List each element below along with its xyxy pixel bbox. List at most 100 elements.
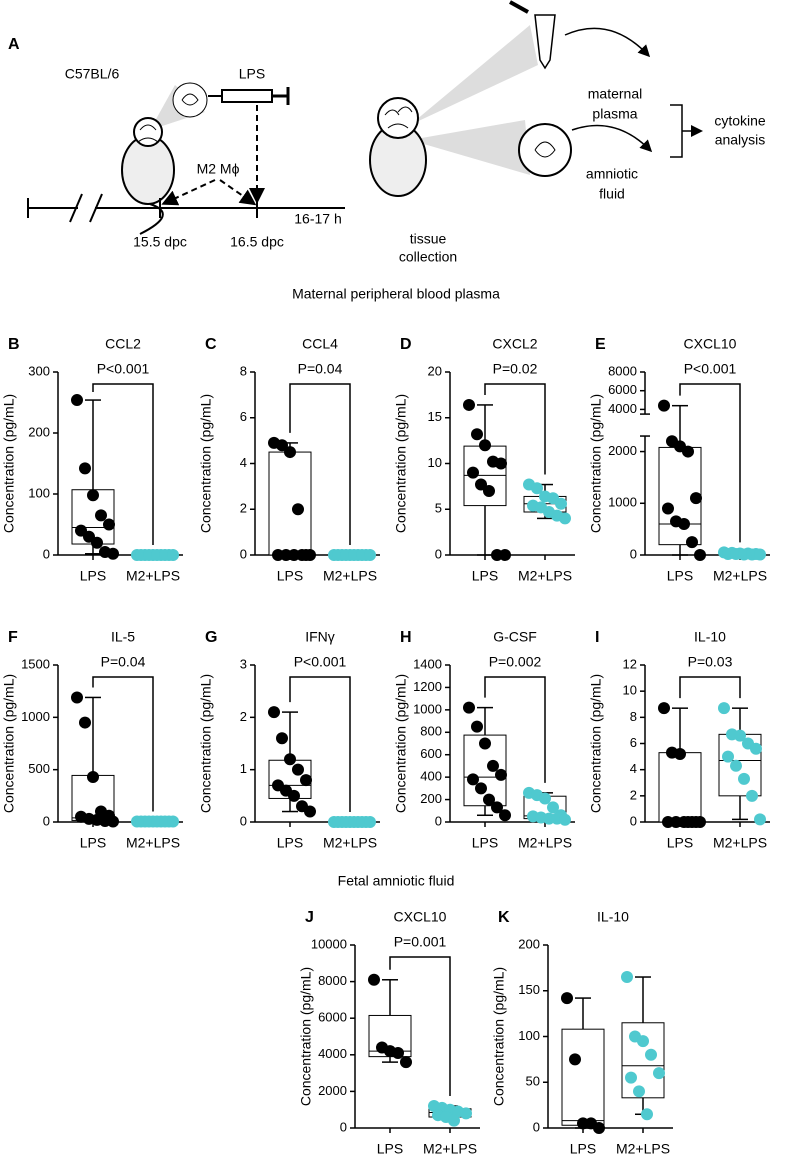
data-point [107,815,119,828]
cone [410,25,538,175]
panel-label: J [305,909,314,926]
mouse-head [133,117,163,147]
day-label: 15.5 dpc [133,234,187,250]
data-point [364,549,376,561]
y-tick-label: 2000 [318,1083,347,1098]
data-point [167,815,179,828]
panel-label: E [595,336,606,353]
chart-title: CXCL10 [394,909,447,925]
y-tick-label: 4 [630,761,637,776]
y-tick-label: 6 [240,409,247,424]
chart-title: G-CSF [493,629,537,645]
y-tick-label: 20 [428,363,442,378]
y-axis-label: Concentration (pg/mL) [198,394,214,533]
significance-bracket [289,676,351,812]
analysis-label: cytokine [714,113,766,129]
data-point [79,716,91,729]
panel-label: B [8,336,20,353]
chart-title: CXCL2 [492,336,537,352]
y-tick-label: 10000 [311,936,347,951]
y-tick-label: 1000 [21,709,50,724]
collection-label: collection [399,249,457,265]
box [268,451,312,556]
y-tick-label: 6 [630,735,637,750]
data-point [276,732,288,745]
x-tick-label: LPS [472,835,498,851]
mouse-head [377,97,419,139]
plasma-label: plasma [592,106,637,122]
data-point [495,457,507,470]
panel-label: D [400,336,412,353]
data-point [392,1046,404,1059]
panel-label: I [595,629,599,646]
y-tick-label: 8000 [318,973,347,988]
data-point [678,517,690,530]
chart-title: CCL4 [302,336,338,352]
section-title: Fetal amniotic fluid [338,873,455,889]
y-axis-label: Concentration (pg/mL) [588,674,604,813]
y-tick-label: 8 [630,709,637,724]
data-point [87,489,99,502]
p-value: P=0.002 [489,654,542,670]
embryo-icon [172,82,208,118]
y-tick-label: 2000 [608,443,637,458]
arrow [564,27,651,58]
chart-title: IL-10 [694,629,726,645]
y-tick-label: 2 [630,787,637,802]
data-point [483,484,495,497]
data-point [641,1108,653,1121]
x-tick-label: LPS [80,835,106,851]
data-point [87,770,99,783]
p-value: P=0.04 [298,361,343,377]
y-tick-label: 200 [518,936,540,951]
significance-bracket [289,383,351,545]
p-value: P<0.001 [97,361,150,377]
y-axis-label: Concentration (pg/mL) [588,394,604,533]
fluid-label: fluid [599,186,625,202]
data-point [460,1107,472,1120]
data-point [91,536,103,549]
p-value: P=0.04 [101,654,146,670]
data-point [754,813,766,826]
data-point [276,439,288,452]
data-point [531,482,543,495]
data-point [694,549,706,561]
y-tick-label: 800 [420,724,442,739]
y-axis-label: Concentration (pg/mL) [393,674,409,813]
data-point [559,512,571,525]
data-point [107,547,119,560]
data-point [400,1056,412,1069]
data-point [288,789,300,802]
data-point [79,462,91,475]
x-tick-label: M2+LPS [323,568,377,584]
data-point [734,729,746,742]
significance-bracket [484,383,546,475]
y-axis-label: Concentration (pg/mL) [198,674,214,813]
data-point [694,816,706,828]
y-tick-label: 1000 [608,495,637,510]
y-tick-label: 2 [240,709,247,724]
y-tick-label: 600 [420,746,442,761]
significance-bracket [92,383,154,545]
data-point [284,753,296,766]
y-axis-label: Concentration (pg/mL) [298,967,314,1106]
strain-label: C57BL/6 [65,66,120,82]
data-point [730,759,742,772]
interval-label: 16-17 h [294,211,341,227]
data-point [750,742,762,755]
data-point [686,536,698,549]
data-point [95,509,107,522]
data-point [292,763,304,776]
significance-bracket [679,676,741,699]
data-point [284,446,296,459]
embryos [137,124,159,143]
significance-bracket [389,956,451,1097]
panel-label: A [8,36,20,53]
data-point [479,737,491,750]
data-point [364,816,376,828]
significance-bracket [92,676,154,812]
x-tick-label: LPS [377,1141,403,1155]
box [658,752,702,823]
